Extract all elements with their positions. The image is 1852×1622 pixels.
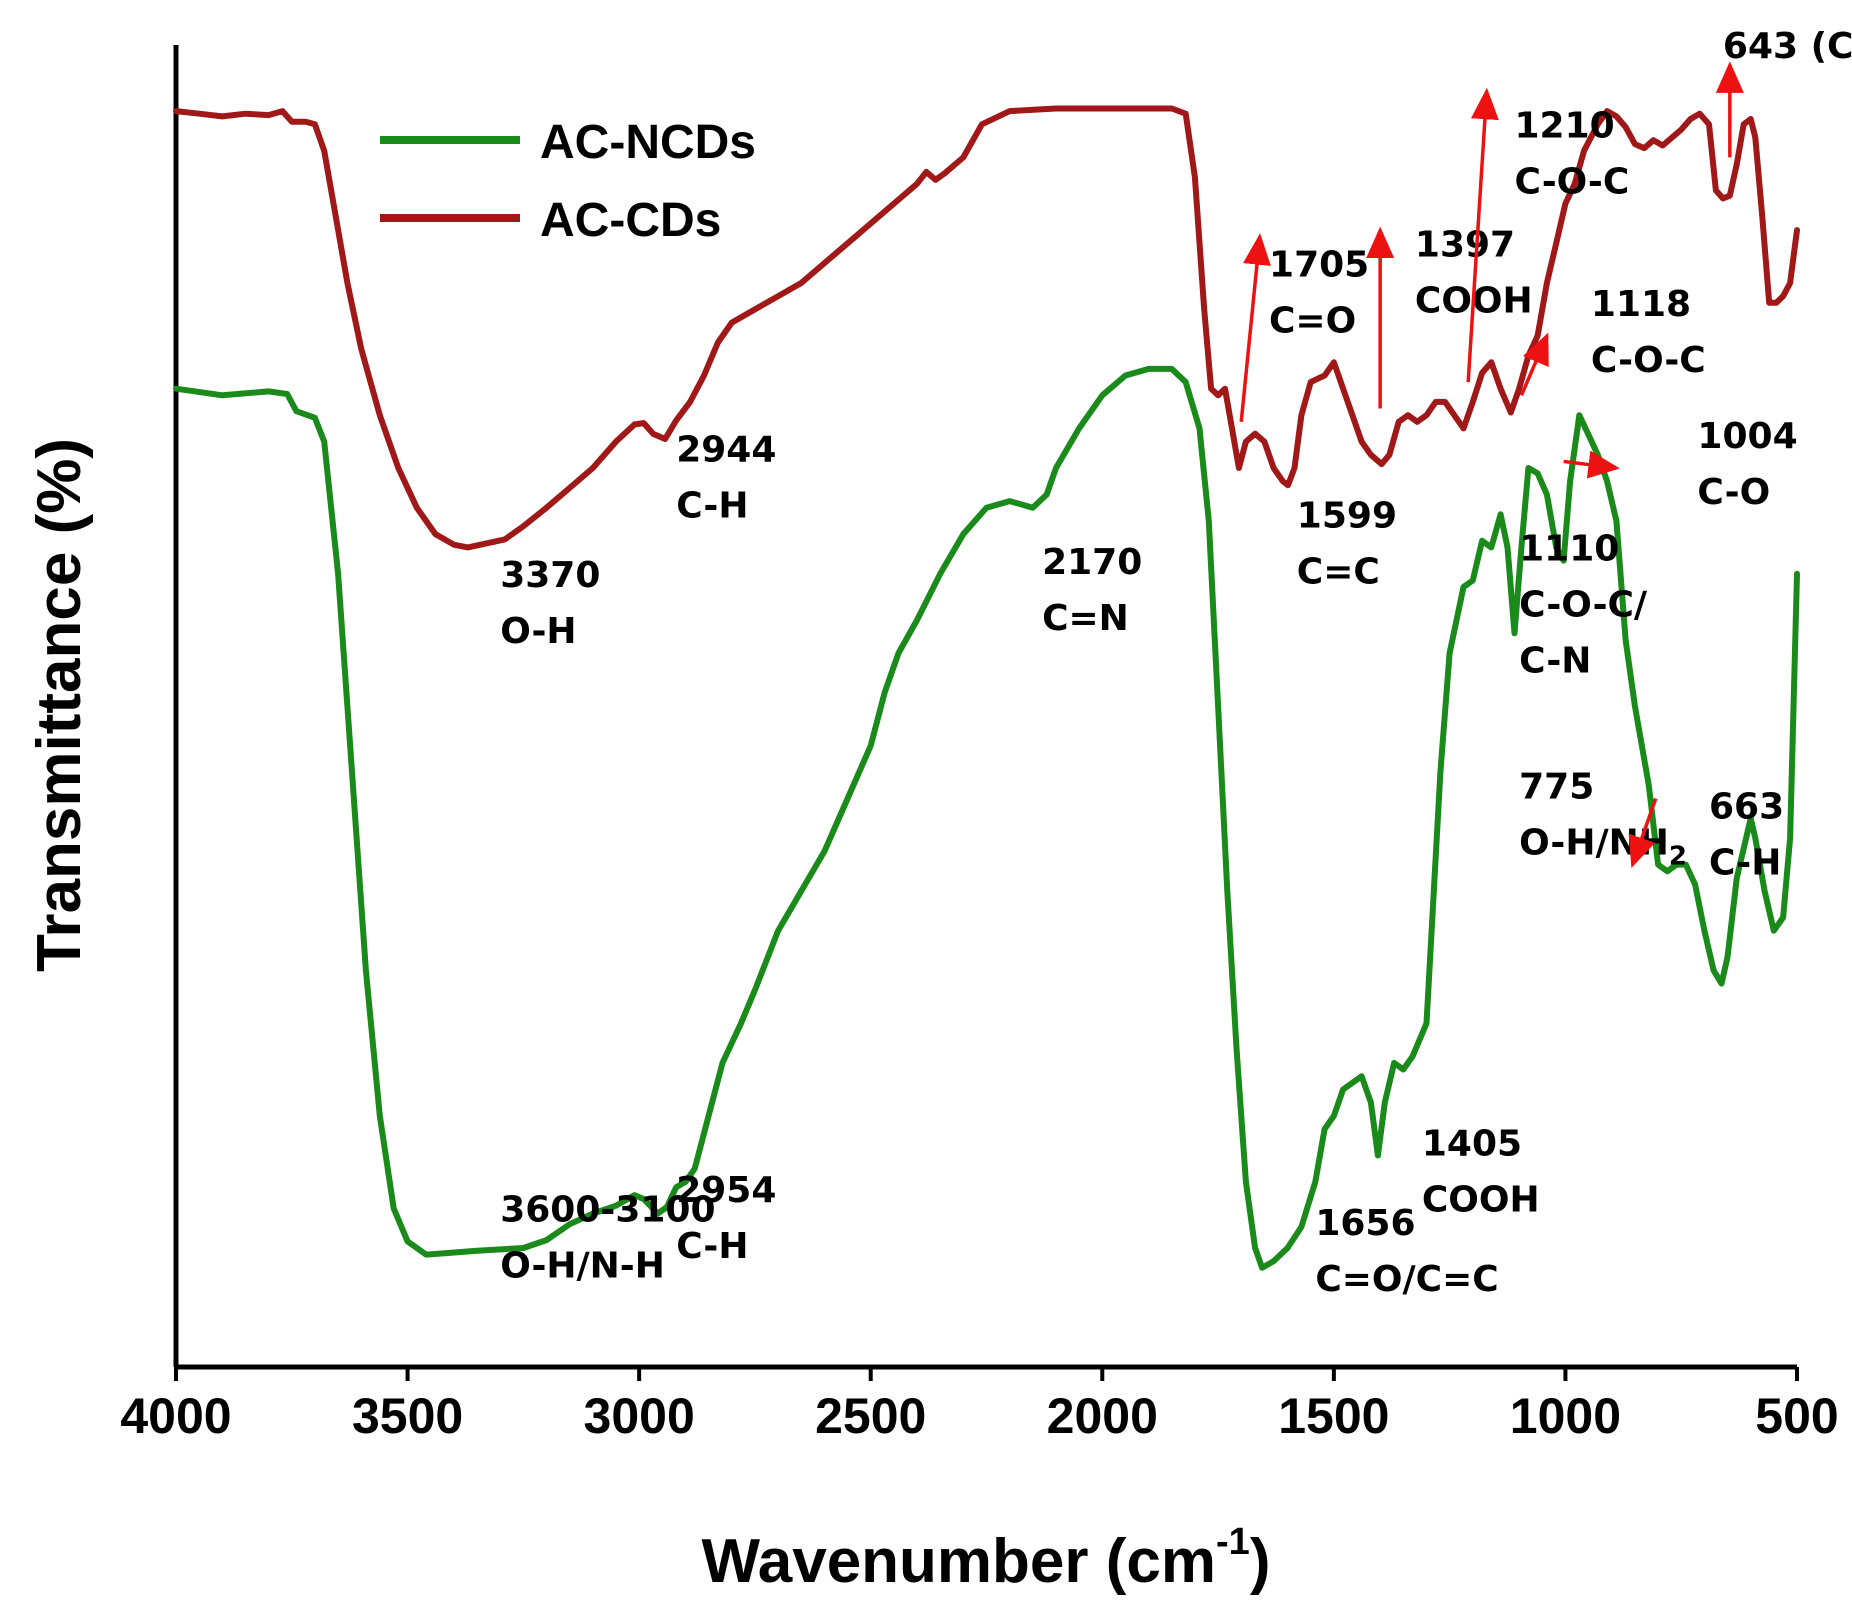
peak-annotation: 1405 COOH [1422, 1123, 1540, 1220]
peak-annotation-line: 663 [1709, 786, 1784, 827]
peak-annotation-line: C-H [676, 485, 748, 526]
peak-annotation-line: 775 [1519, 767, 1594, 808]
axes [173, 45, 1797, 1370]
peak-annotation-line: 3370 [500, 555, 600, 596]
peak-annotation-line: 3600-3100 [500, 1190, 715, 1231]
peak-annotation-line: C-H [1709, 842, 1781, 883]
peak-annotation-line: C=O/C=C [1315, 1259, 1498, 1300]
y-axis-title: Transmittance (%) [25, 438, 94, 972]
peak-annotation-line: 1405 [1422, 1123, 1522, 1164]
peak-arrow [1563, 450, 1620, 479]
x-tick-label: 3000 [584, 1388, 695, 1444]
peak-annotation-line: C-O [1697, 472, 1770, 513]
x-axis-title-main: Wavenumber (cm [702, 1527, 1217, 1596]
peak-arrow [1628, 797, 1658, 868]
peak-annotation-line: 1656 [1315, 1203, 1415, 1244]
peak-annotation-line: O-H [500, 611, 576, 652]
peak-arrow [1239, 233, 1271, 422]
x-tick-label: 4000 [120, 1388, 231, 1444]
series-group [173, 105, 1800, 1271]
peak-annotation-line: C=C [1297, 552, 1380, 593]
peak-annotation-line: 1397 [1415, 225, 1515, 266]
legend-label-ac-ncds: AC-NCDs [540, 116, 756, 169]
peak-annotation-line: COOH [1422, 1179, 1540, 1220]
peak-annotation: 3600-3100 O-H/N-H [500, 1190, 715, 1287]
peak-annotation-line: 2954 [676, 1170, 776, 1211]
peak-annotation: 2170 C=N [1042, 542, 1142, 639]
x-tick-label: 2500 [815, 1388, 926, 1444]
peak-annotation-line: O-H/N-H [500, 1246, 665, 1287]
series-line-ac-ncds [173, 365, 1800, 1271]
peak-annotation: 2944 C-H [676, 429, 776, 526]
peak-annotation-line: 1599 [1297, 496, 1397, 537]
peak-annotation-line: 1118 [1591, 284, 1691, 325]
peak-annotation-line: C=O [1269, 300, 1356, 341]
legend-label-ac-cds: AC-CDs [540, 194, 721, 247]
peak-arrow [1519, 332, 1549, 397]
peak-annotation-line: C-H [676, 1226, 748, 1267]
peak-annotation: 2954 C-H [676, 1170, 776, 1267]
x-tick-label: 500 [1755, 1388, 1838, 1444]
peak-annotation-line: C-O-C [1591, 340, 1706, 381]
peak-annotation: 1599 C=C [1297, 496, 1397, 593]
peak-annotation-line: 2 [1669, 842, 1687, 872]
peak-annotation-line: 1110 [1519, 529, 1619, 570]
peak-annotation-line: C-O-C/ [1519, 585, 1648, 626]
peak-annotation-line: C-O-C [1514, 162, 1629, 203]
peak-annotation-line: 1705 [1269, 244, 1369, 285]
x-tick-label: 1000 [1510, 1388, 1621, 1444]
series-line-ac-cds [173, 105, 1800, 551]
peak-annotation: 3370 O-H [500, 555, 600, 652]
peak-annotation: 1004 C-O [1697, 416, 1797, 513]
peak-annotation: 663 C-H [1709, 786, 1784, 883]
peak-annotation-line: 1004 [1697, 416, 1797, 457]
peak-annotation: 1110 C-O-C/C-N [1519, 529, 1648, 682]
peak-annotation: 1656 C=O/C=C [1315, 1203, 1498, 1300]
peak-annotation-line: 2944 [676, 429, 776, 470]
peak-annotation-line: 2170 [1042, 542, 1142, 583]
peak-annotation: 643 (C-H) [1723, 26, 1852, 67]
arrows [1239, 61, 1744, 868]
x-axis-title: Wavenumber (cm-1) [702, 1521, 1271, 1596]
x-tick-label: 2000 [1047, 1388, 1158, 1444]
peak-annotation-line: 643 (C-H) [1723, 26, 1852, 67]
peak-annotation-line: C=N [1042, 598, 1129, 639]
peak-annotation-line: 1210 [1514, 106, 1614, 147]
x-tick-label: 3500 [352, 1388, 463, 1444]
x-axis-title-sup: -1 [1216, 1521, 1250, 1563]
peak-annotation: 1705 C=O [1269, 244, 1369, 341]
peak-annotation: 1210 C-O-C [1514, 106, 1629, 203]
peak-arrow [1466, 87, 1499, 383]
x-tick-label: 1500 [1278, 1388, 1389, 1444]
peak-annotation: 1118 C-O-C [1591, 284, 1706, 381]
annotations: 3370 O-H 2944 C-H 2170 C=N 1705 C=O 1397 COOH 1210… [500, 26, 1852, 1300]
peak-annotation-line: C-N [1519, 641, 1591, 682]
x-axis-title-end: ) [1250, 1527, 1271, 1596]
legend: AC-NCDs AC-CDs [380, 116, 756, 247]
peak-annotation: 775 O-H/NH2 [1519, 767, 1687, 872]
x-ticks: 4000 3500 3000 2500 2000 1500 1000 500 [120, 1367, 1839, 1444]
